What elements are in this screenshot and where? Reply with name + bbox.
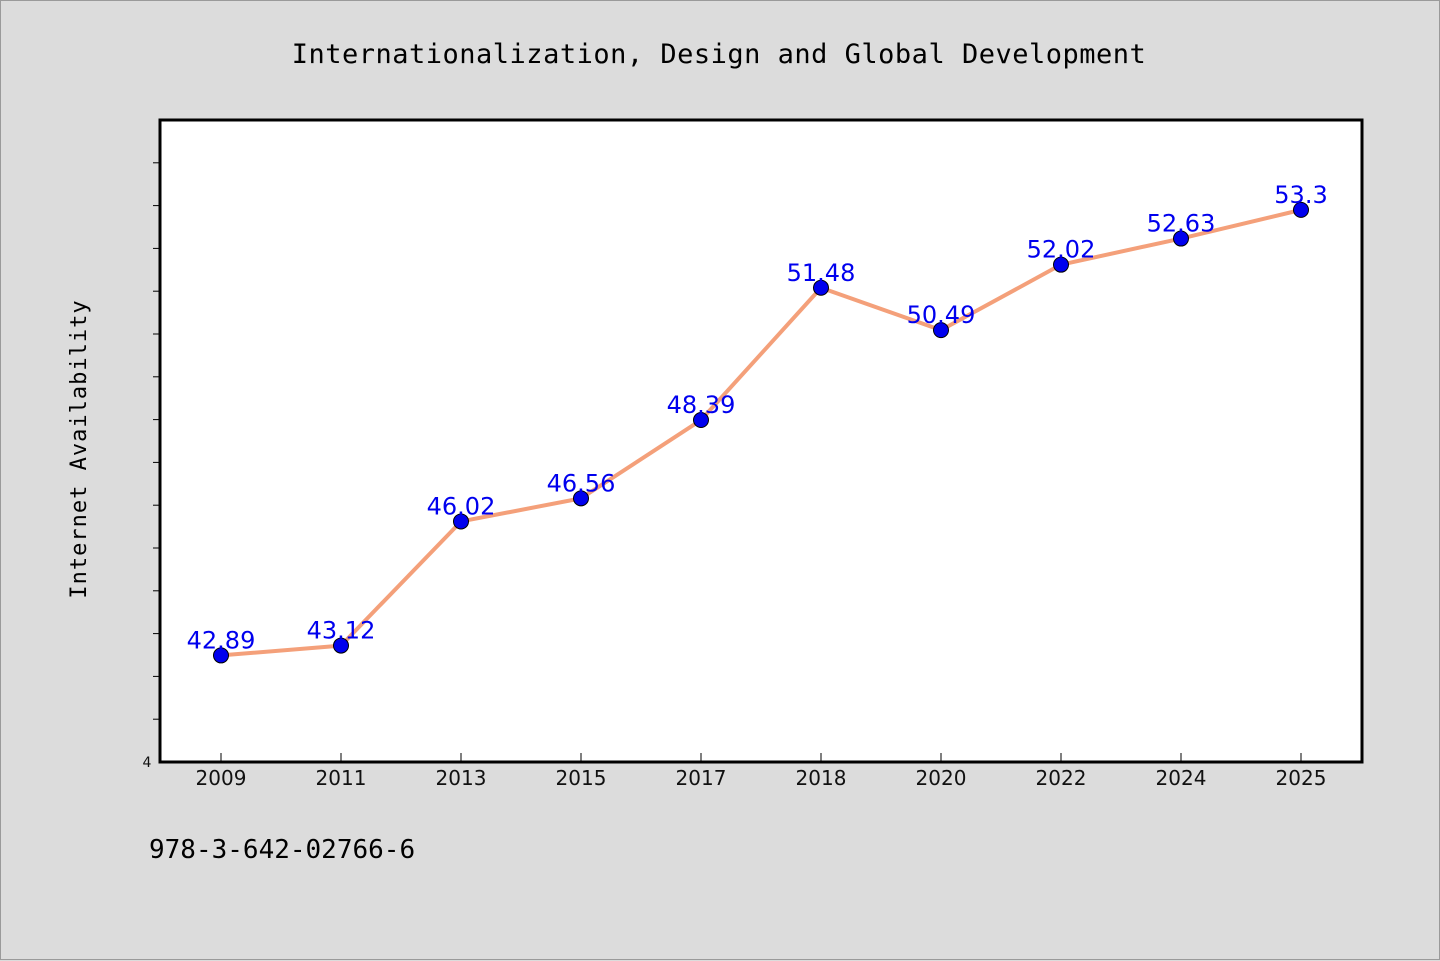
- x-tick-label: 2017: [676, 766, 727, 790]
- x-tick-label: 2013: [436, 766, 487, 790]
- x-tick-label: 2020: [916, 766, 967, 790]
- x-tick-label: 2011: [316, 766, 367, 790]
- data-label: 43.12: [307, 617, 376, 645]
- y-axis-ticks: [153, 162, 160, 720]
- data-label: 53.3: [1274, 181, 1327, 209]
- y-tick-label: 4: [143, 755, 152, 771]
- data-point: [333, 637, 349, 654]
- x-tick-label: 2009: [196, 766, 247, 790]
- x-tick-label: 2024: [1156, 766, 1207, 790]
- data-label: 52.63: [1147, 210, 1216, 238]
- data-label: 52.02: [1027, 236, 1096, 264]
- data-point: [1293, 201, 1309, 218]
- series-line-group: [219, 207, 1303, 658]
- x-tick-label: 2018: [796, 766, 847, 790]
- data-label: 42.89: [187, 626, 256, 654]
- chart-title: Internationalization, Design and Global …: [292, 39, 1147, 70]
- data-point: [1053, 256, 1069, 273]
- data-point: [573, 490, 589, 507]
- isbn-footer: 978-3-642-02766-6: [149, 835, 416, 865]
- data-markers: [213, 201, 1309, 664]
- data-label: 46.56: [547, 469, 616, 497]
- data-label: 51.48: [787, 259, 856, 287]
- data-point: [453, 513, 469, 530]
- data-point: [213, 647, 229, 664]
- x-tick-label: 2022: [1036, 766, 1087, 790]
- data-point: [933, 322, 949, 339]
- y-axis-label: Internet Availability: [67, 299, 92, 598]
- data-point: [693, 412, 709, 429]
- data-point: [813, 279, 829, 296]
- data-label: 48.39: [667, 391, 736, 419]
- plot-area: [158, 118, 1364, 764]
- x-tick-label: 2025: [1276, 766, 1327, 790]
- data-point: [1173, 230, 1189, 247]
- series-line: [219, 207, 1303, 658]
- x-tick-label: 2015: [556, 766, 607, 790]
- data-labels: 42.89 43.12 46.02 46.56 48.39 51.48 50.49 52.02…: [187, 181, 1328, 655]
- data-label: 46.02: [427, 492, 496, 520]
- x-axis-ticks: 2009 2011 2013 2015 2017 2018 2020 2022 2024 2025: [196, 753, 1327, 790]
- data-label: 50.49: [907, 301, 976, 329]
